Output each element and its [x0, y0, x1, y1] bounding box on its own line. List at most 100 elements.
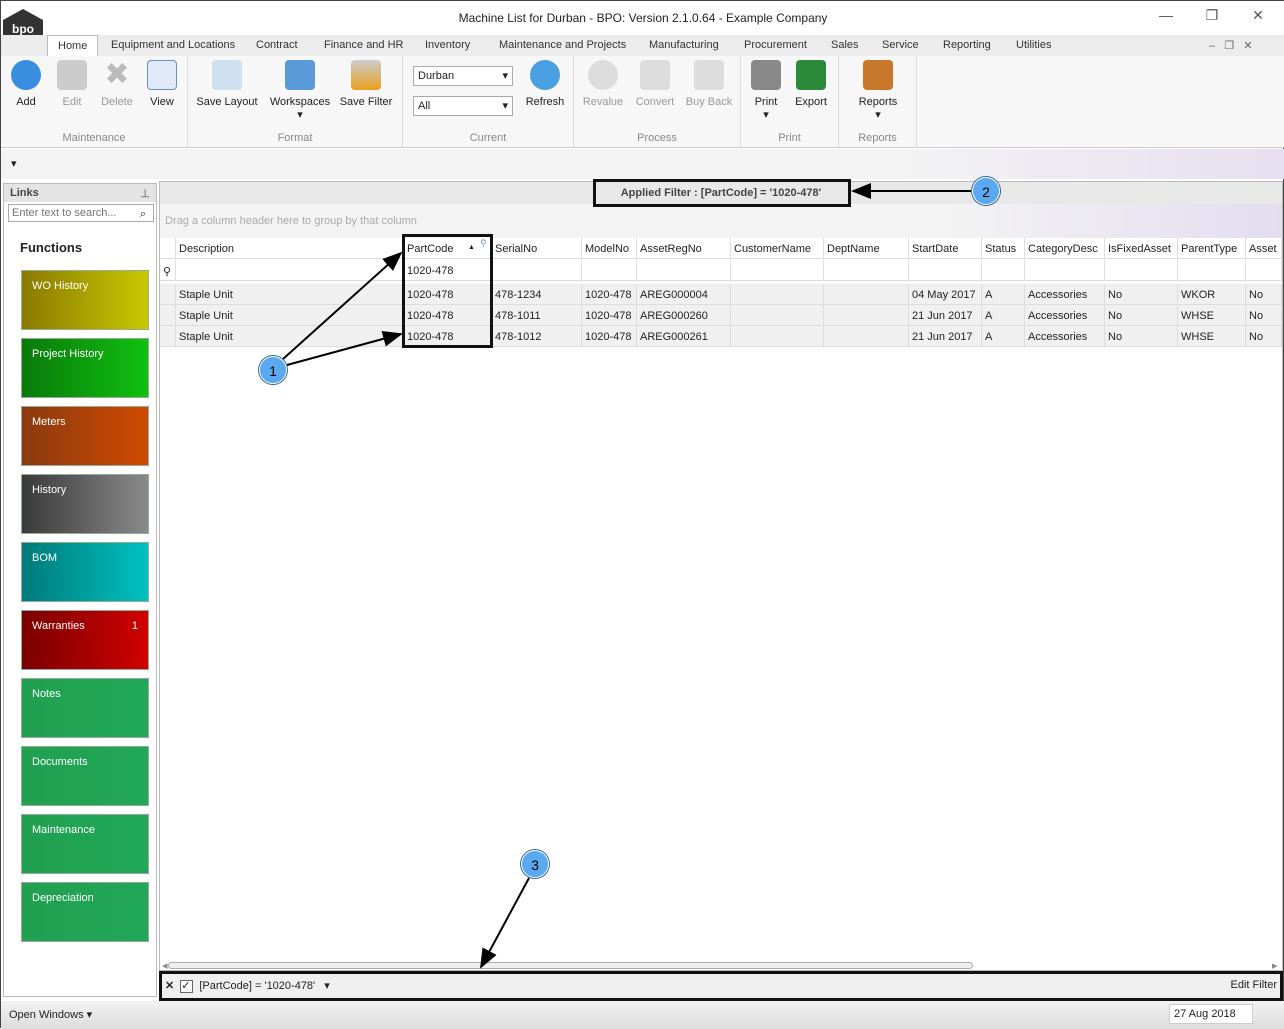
cell[interactable]: 478-1234: [492, 284, 582, 305]
cell[interactable]: [1246, 260, 1282, 281]
workspaces-button[interactable]: Workspaces ▾: [268, 60, 332, 121]
cell[interactable]: 1020-478: [582, 305, 637, 326]
table-row[interactable]: Staple Unit 1020-478 478-1234 1020-478 AREG0…: [160, 284, 1282, 305]
header-row[interactable]: Description PartCode SerialNo ModelNo AssetR…: [160, 238, 1282, 259]
tab-sales[interactable]: Sales: [831, 39, 859, 51]
cell[interactable]: [637, 260, 731, 281]
tile-bom[interactable]: BOM: [21, 542, 149, 602]
column-header-isfixedasset[interactable]: IsFixedAsset: [1105, 238, 1178, 259]
filter-history-dropdown-icon[interactable]: ▾: [324, 980, 330, 992]
cell[interactable]: 478-1011: [492, 305, 582, 326]
cell[interactable]: [492, 260, 582, 281]
cell[interactable]: [731, 305, 824, 326]
site-dropdown[interactable]: Durban: [413, 66, 513, 86]
cell[interactable]: AREG000004: [637, 284, 731, 305]
tab-home[interactable]: Home: [47, 35, 99, 57]
cell[interactable]: [909, 260, 982, 281]
refresh-button[interactable]: Refresh: [523, 60, 567, 108]
column-header-parenttype[interactable]: ParentType: [1178, 238, 1246, 259]
tile-depreciation[interactable]: Depreciation: [21, 882, 149, 942]
cell[interactable]: [731, 260, 824, 281]
filter-expression[interactable]: [PartCode] = '1020-478': [199, 980, 316, 992]
tile-warranties[interactable]: Warranties 1: [21, 610, 149, 670]
column-header-serialno[interactable]: SerialNo: [492, 238, 582, 259]
close-button[interactable]: ✕: [1252, 7, 1264, 23]
tile-maintenance[interactable]: Maintenance: [21, 814, 149, 874]
tab-utilities[interactable]: Utilities: [1016, 39, 1052, 51]
convert-button[interactable]: Convert: [632, 60, 678, 108]
tab-maintenance[interactable]: Maintenance and Projects: [499, 39, 627, 51]
save-layout-button[interactable]: Save Layout: [194, 60, 260, 108]
cell[interactable]: A: [982, 284, 1025, 305]
cell[interactable]: AREG000261: [637, 326, 731, 347]
tile-meters[interactable]: Meters: [21, 406, 149, 466]
filter-enabled-checkbox[interactable]: ✓: [180, 980, 194, 993]
column-header-deptname[interactable]: DeptName: [824, 238, 909, 259]
tile-documents[interactable]: Documents: [21, 746, 149, 806]
cell[interactable]: 04 May 2017: [909, 284, 982, 305]
cell[interactable]: Accessories: [1025, 284, 1105, 305]
horizontal-scrollbar[interactable]: [168, 962, 973, 969]
cell[interactable]: [1025, 260, 1105, 281]
cell[interactable]: 1020-478: [582, 326, 637, 347]
pin-icon[interactable]: ⊥: [140, 188, 150, 200]
cell[interactable]: Accessories: [1025, 326, 1105, 347]
cell[interactable]: 478-1012: [492, 326, 582, 347]
column-header-asset[interactable]: Asset: [1246, 238, 1282, 259]
table-row[interactable]: Staple Unit 1020-478 478-1012 1020-478 AREG0…: [160, 326, 1282, 347]
minimize-button[interactable]: —: [1159, 7, 1173, 23]
cell[interactable]: WHSE: [1178, 326, 1246, 347]
column-header-startdate[interactable]: StartDate: [909, 238, 982, 259]
status-dropdown[interactable]: All: [413, 96, 513, 116]
cell[interactable]: No: [1105, 284, 1178, 305]
tab-equipment[interactable]: Equipment and Locations: [111, 39, 236, 51]
cell[interactable]: [824, 305, 909, 326]
cell[interactable]: AREG000260: [637, 305, 731, 326]
column-header-status[interactable]: Status: [982, 238, 1025, 259]
delete-button[interactable]: ✖ Delete: [97, 60, 137, 109]
tile-notes[interactable]: Notes: [21, 678, 149, 738]
cell[interactable]: [1178, 260, 1246, 281]
cell[interactable]: [731, 326, 824, 347]
filter-row[interactable]: ⚲ 1020-478: [160, 260, 1282, 281]
cell[interactable]: No: [1246, 284, 1282, 305]
open-windows-button[interactable]: Open Windows: [9, 1009, 84, 1021]
tab-procurement[interactable]: Procurement: [744, 39, 807, 51]
cell[interactable]: [824, 260, 909, 281]
edit-button[interactable]: Edit: [55, 60, 89, 108]
sort-ascending-icon[interactable]: ▲: [468, 244, 475, 251]
clear-filter-icon[interactable]: ✕: [165, 980, 175, 992]
links-search-input[interactable]: [8, 204, 154, 222]
column-header-customername[interactable]: CustomerName: [731, 238, 824, 259]
tab-contract[interactable]: Contract: [256, 39, 298, 51]
date-spinner[interactable]: 27 Aug 2018: [1169, 1004, 1253, 1024]
scroll-right-icon[interactable]: ▸: [1272, 960, 1278, 972]
column-header-assetregno[interactable]: AssetRegNo: [637, 238, 731, 259]
cell[interactable]: 21 Jun 2017: [909, 326, 982, 347]
search-icon[interactable]: ⌕: [140, 208, 147, 220]
tile-project-history[interactable]: Project History: [21, 338, 149, 398]
cell[interactable]: [824, 326, 909, 347]
column-filter-icon[interactable]: ⚲: [480, 238, 487, 248]
cell[interactable]: [582, 260, 637, 281]
save-filter-button[interactable]: Save Filter: [338, 60, 394, 108]
cell[interactable]: 1020-478: [582, 284, 637, 305]
cell[interactable]: WKOR: [1178, 284, 1246, 305]
column-header-modelno[interactable]: ModelNo: [582, 238, 637, 259]
add-button[interactable]: Add: [9, 60, 43, 108]
cell[interactable]: A: [982, 305, 1025, 326]
tab-inventory[interactable]: Inventory: [425, 39, 471, 51]
tab-finance[interactable]: Finance and HR: [324, 39, 404, 51]
view-button[interactable]: View: [145, 60, 179, 108]
mdi-controls[interactable]: – ❐ ✕: [1209, 40, 1253, 52]
cell[interactable]: No: [1246, 326, 1282, 347]
print-button[interactable]: Print ▾: [749, 60, 783, 121]
buy-back-button[interactable]: Buy Back: [684, 60, 734, 108]
tab-reporting[interactable]: Reporting: [943, 39, 991, 51]
tile-wo-history[interactable]: WO History: [21, 270, 149, 330]
tile-history[interactable]: History: [21, 474, 149, 534]
group-by-panel[interactable]: Drag a column header here to group by th…: [160, 204, 1282, 238]
cell[interactable]: A: [982, 326, 1025, 347]
cell[interactable]: 21 Jun 2017: [909, 305, 982, 326]
cell[interactable]: [1105, 260, 1178, 281]
